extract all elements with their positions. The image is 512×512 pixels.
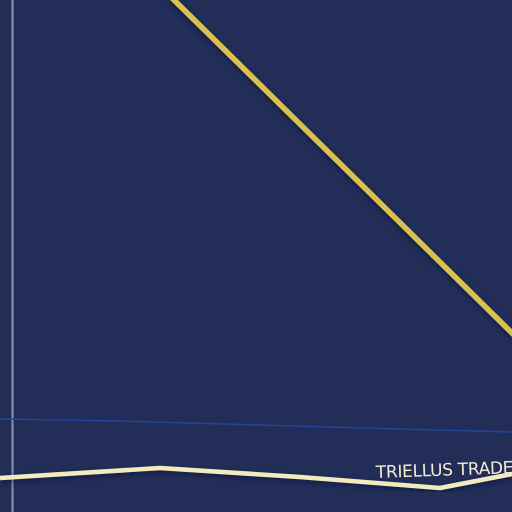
route-label-triellus-trade: TRIELLUS TRADE <box>374 458 512 483</box>
cream-route-line[interactable] <box>0 465 512 491</box>
yellow-route-line[interactable] <box>170 0 512 337</box>
yellow-route-group <box>170 0 512 337</box>
blue-route-line <box>0 418 512 433</box>
cream-route-group <box>0 465 512 491</box>
